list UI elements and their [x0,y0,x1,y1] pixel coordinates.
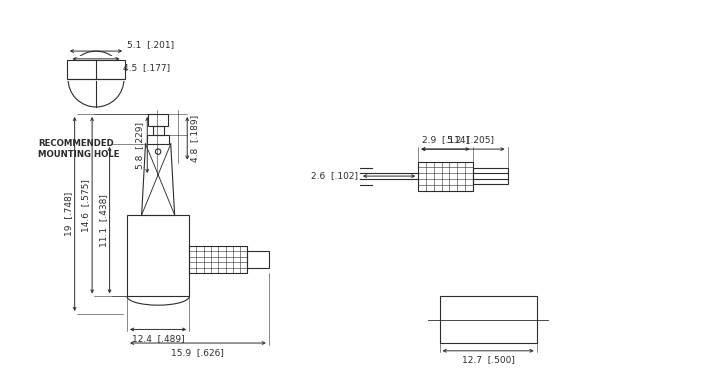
Text: 15.9  [.626]: 15.9 [.626] [171,348,225,357]
Bar [127,215,189,296]
Bar [67,59,125,79]
Text: 11.1  [.438]: 11.1 [.438] [99,194,108,247]
Text: 4.5  [.177]: 4.5 [.177] [123,63,171,72]
Text: 2.6  [.102]: 2.6 [.102] [311,172,358,181]
Text: 5.2  [.205]: 5.2 [.205] [447,135,494,144]
Text: 12.4  [.489]: 12.4 [.489] [132,334,184,343]
Text: 12.7  [.500]: 12.7 [.500] [462,355,515,364]
Text: 14.6  [.575]: 14.6 [.575] [81,179,90,231]
Text: 19  [.748]: 19 [.748] [63,192,73,236]
Bar [248,251,269,268]
Text: 5.1  [.201]: 5.1 [.201] [127,40,174,49]
Bar [148,114,168,126]
Text: 5.8  [.229]: 5.8 [.229] [135,122,144,169]
Text: MOUNTING HOLE: MOUNTING HOLE [37,150,120,159]
Bar [63,56,129,81]
Bar [472,168,508,184]
Text: 2.9  [.114]: 2.9 [.114] [422,135,469,144]
Bar [153,126,163,135]
Bar [67,59,125,79]
Bar [440,296,536,343]
Text: 4.8  [.189]: 4.8 [.189] [190,115,199,162]
Text: RECOMMENDED: RECOMMENDED [37,138,114,147]
Bar [189,246,248,273]
Bar [418,161,472,191]
Bar [148,135,168,144]
